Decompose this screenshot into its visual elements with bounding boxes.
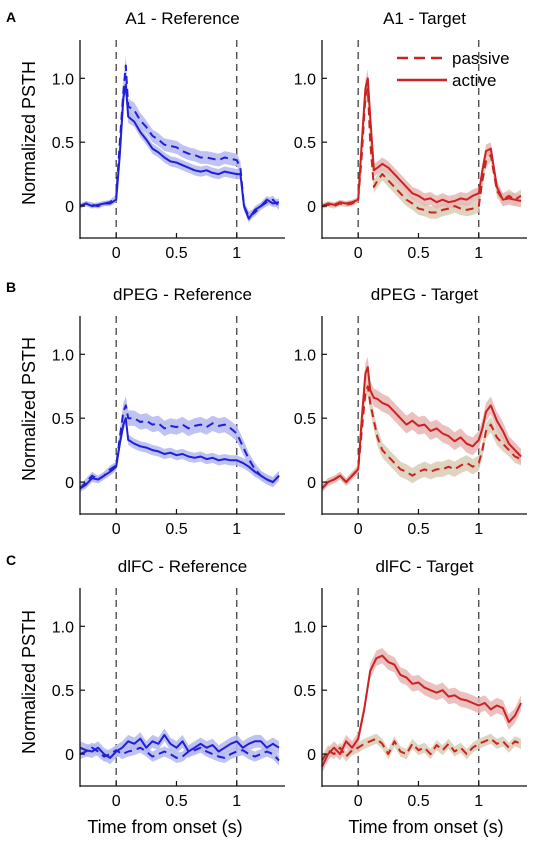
y-tick-label: 1.0 <box>52 619 74 636</box>
panel-dpeg-reference: dPEG - Reference 0 0.5 1.0 0 0.5 1 <box>52 285 285 538</box>
x-tick-label: 1 <box>474 245 483 262</box>
x-tick-label: 0 <box>354 245 363 262</box>
xlabel-right: Time from onset (s) <box>348 817 503 837</box>
x-tick-label: 0 <box>354 793 363 810</box>
series-line-active <box>79 417 280 490</box>
legend-active-label: active <box>452 71 496 90</box>
row-letter-a: A <box>6 9 16 25</box>
y-tick-label: 0 <box>307 747 316 764</box>
error-band-active <box>80 77 279 223</box>
xlabel-left: Time from onset (s) <box>87 817 242 837</box>
error-band-passive <box>80 55 279 222</box>
series-line-active <box>321 654 522 768</box>
series-line-active <box>79 733 280 759</box>
ylabel-row-b: Normalized PSTH <box>19 337 39 481</box>
y-tick-label: 0 <box>65 199 74 216</box>
error-band-passive <box>80 742 279 766</box>
panel-title: dPEG - Target <box>371 285 479 304</box>
x-tick-label: 0 <box>112 521 121 538</box>
series-line-passive <box>79 64 280 218</box>
x-tick-label: 1 <box>232 793 241 810</box>
panel-title: A1 - Reference <box>125 9 239 28</box>
y-tick-label: 0.5 <box>52 135 74 152</box>
panel-title: dPEG - Reference <box>113 285 252 304</box>
y-tick-label: 0 <box>65 475 74 492</box>
y-tick-label: 0 <box>65 747 74 764</box>
error-band-active <box>80 411 279 493</box>
x-tick-label: 0 <box>354 521 363 538</box>
panel-dlfc-reference: dlFC - Reference 0 0.5 1.0 0 0.5 1 <box>52 557 285 810</box>
error-band-passive <box>322 377 521 493</box>
x-tick-label: 0.5 <box>165 793 187 810</box>
y-tick-label: 1.0 <box>294 619 316 636</box>
series-line-passive <box>321 737 522 762</box>
error-band-active <box>322 69 521 209</box>
y-tick-label: 0 <box>307 199 316 216</box>
series-line-passive <box>79 404 280 490</box>
x-tick-label: 0.5 <box>407 793 429 810</box>
y-tick-label: 0.5 <box>294 411 316 428</box>
x-tick-label: 0.5 <box>165 245 187 262</box>
legend-passive-label: passive <box>452 49 510 68</box>
x-tick-label: 1 <box>474 793 483 810</box>
y-tick-label: 0.5 <box>294 135 316 152</box>
panel-title: A1 - Target <box>383 9 466 28</box>
panel-a1-reference: A1 - Reference 0 0.5 1.0 0 0.5 1 <box>52 9 285 262</box>
error-band-active <box>322 648 521 774</box>
ylabel-row-c: Normalized PSTH <box>19 610 39 754</box>
series-line-active <box>79 83 280 220</box>
x-tick-label: 1 <box>474 521 483 538</box>
x-tick-label: 0.5 <box>165 521 187 538</box>
x-tick-label: 1 <box>232 245 241 262</box>
x-tick-label: 0.5 <box>407 521 429 538</box>
x-tick-label: 0 <box>112 793 121 810</box>
y-tick-label: 1.0 <box>52 71 74 88</box>
legend: passive active <box>397 49 510 90</box>
error-band-passive <box>80 396 279 493</box>
x-tick-label: 1 <box>232 521 241 538</box>
x-tick-label: 0 <box>112 245 121 262</box>
row-letter-c: C <box>6 552 16 568</box>
y-tick-label: 1.0 <box>294 71 316 88</box>
y-tick-label: 1.0 <box>294 347 316 364</box>
panel-dlfc-target: dlFC - Target 0 0.5 1.0 0 0.5 1 <box>294 557 527 810</box>
panel-title: dlFC - Reference <box>118 557 247 576</box>
y-tick-label: 0 <box>307 475 316 492</box>
y-tick-label: 0.5 <box>52 411 74 428</box>
series-line-active <box>321 366 522 490</box>
row-letter-b: B <box>6 279 16 295</box>
series-line-passive <box>79 746 280 762</box>
y-tick-label: 0.5 <box>52 683 74 700</box>
error-band-active <box>80 728 279 765</box>
y-tick-label: 1.0 <box>52 347 74 364</box>
series-line-active <box>321 77 522 208</box>
ylabel-row-a: Normalized PSTH <box>19 61 39 205</box>
y-tick-label: 0.5 <box>294 683 316 700</box>
x-tick-label: 0.5 <box>407 245 429 262</box>
panel-title: dlFC - Target <box>376 557 474 576</box>
panel-a1-target: A1 - Target 0 0.5 1.0 0 0.5 1 <box>294 9 527 262</box>
panel-dpeg-target: dPEG - Target 0 0.5 1.0 0 0.5 1 <box>294 285 527 538</box>
